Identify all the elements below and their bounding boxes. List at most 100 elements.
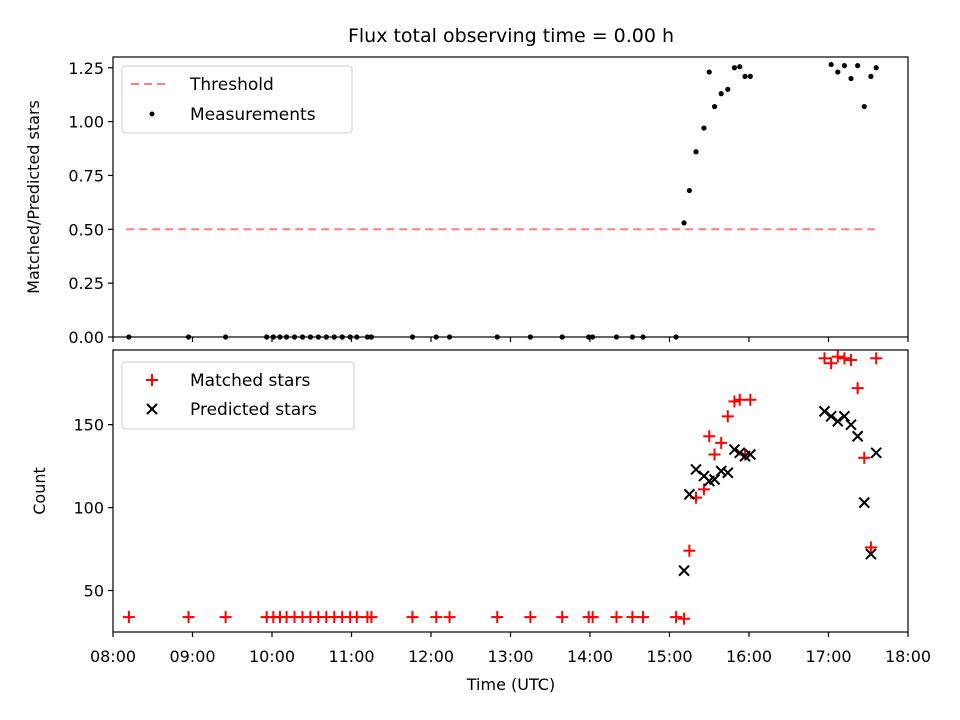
predicted-star-point [858,496,870,509]
matched-star-point [733,393,746,406]
matched-star-point [556,611,569,624]
measurement-point [737,64,743,70]
top-y-tick-label: 0.00 [68,328,104,347]
matched-star-point [744,393,757,406]
matched-star-point [406,611,419,624]
top-y-tick-label: 1.25 [68,59,104,78]
measurement-point [725,86,731,92]
matched-star-point [365,611,378,624]
matched-star-point [831,350,844,363]
legend-matched-label: Matched stars [190,371,310,391]
x-tick-label: 13:00 [487,647,533,666]
measurement-point [848,75,854,82]
top-y-tick-label: 0.50 [68,220,104,239]
matched-star-point [838,352,851,365]
bottom-plot-frame [112,349,909,633]
matched-star-point [864,541,877,554]
legend-measurements-swatch [149,111,155,117]
x-axis-label: Time (UTC) [466,675,555,694]
matched-star-point [870,352,883,365]
top-y-tick-label: 0.75 [68,166,104,185]
matched-stars-points [122,350,883,625]
measurement-point [868,73,874,79]
bottom-y-axis-label: Count [30,467,49,515]
predicted-star-point [708,473,721,486]
predicted-star-point [818,405,831,418]
bottom-legend-box [121,361,355,430]
bottom-y-tick-label: 50 [84,582,104,601]
matched-star-point [122,611,135,624]
predicted-star-point [870,447,882,459]
x-tick-label: 08:00 [90,647,136,666]
matched-star-point [524,611,537,624]
predicted-star-point [683,488,696,501]
bottom-y-tick-label: 150 [73,416,104,435]
x-tick-label: 09:00 [169,647,215,666]
measurement-point [706,69,712,75]
measurement-point [711,103,718,110]
measurement-point [681,220,687,226]
measurement-point [686,187,692,194]
top-x-axis [112,337,909,342]
predicted-star-point [734,447,746,459]
x-tick-label: 10:00 [249,647,295,666]
measurement-point [701,125,707,131]
matched-star-point [626,611,639,624]
matched-star-point [708,448,721,461]
predicted-star-point [678,564,690,577]
matched-star-point [637,611,649,624]
predicted-star-point [838,410,851,423]
bottom-panel: 50 100 150 08:00 09:00 10:00 11:00 12:00 13:00 1… [30,349,931,694]
matched-star-point [825,357,838,370]
matched-star-point [728,395,741,408]
measurement-point [828,61,834,68]
measurement-point [747,73,753,79]
top-legend: Threshold Measurements [121,65,353,134]
x-tick-label: 11:00 [328,647,374,666]
matched-star-point [491,611,504,624]
matched-star-point [683,544,696,557]
top-legend-box [121,65,353,134]
legend-predicted-swatch-b [146,403,158,415]
chart-title: Flux total observing time = 0.00 h [348,25,674,47]
x-tick-label: 12:00 [408,647,454,666]
top-y-tick-label: 1.00 [68,113,104,132]
matched-star-point [350,611,363,624]
matched-star-point [443,611,456,624]
matched-star-point [858,451,871,464]
legend-predicted-swatch [146,403,158,415]
matched-star-point [818,352,831,365]
predicted-star-point [825,410,837,423]
matched-star-point [715,436,728,449]
x-tick-label: 16:00 [726,647,772,666]
matched-star-point [851,382,864,395]
measurement-point [835,69,841,75]
measurement-point [861,103,867,110]
top-panel: 0.00 0.25 0.50 0.75 1.00 1.25 Matched/Predict… [24,56,909,347]
measurement-point [855,63,861,69]
measurement-point [841,63,848,69]
top-y-axis-label: Matched/Predicted stars [24,100,43,294]
predicted-star-point [744,448,757,461]
top-y-tick-label: 0.25 [68,274,104,293]
predicted-star-point [832,415,844,428]
matched-star-point [678,612,691,625]
matched-star-point [670,611,683,624]
predicted-star-point [851,430,864,442]
predicted-star-point [845,418,857,431]
matched-star-point [219,611,232,624]
matched-star-point [845,353,858,366]
legend-matched-swatch [146,374,158,386]
matched-star-point [610,611,623,624]
measurement-point [731,65,738,71]
predicted-star-point [728,443,741,456]
x-tick-label: 17:00 [805,647,851,666]
bottom-y-tick-label: 100 [73,499,104,518]
measurement-point [742,73,748,79]
predicted-star-point [722,467,734,479]
x-tick-label: 18:00 [885,647,931,666]
x-tick-label: 15:00 [646,647,692,666]
top-plot-frame [112,56,909,338]
matched-star-point [430,611,443,624]
